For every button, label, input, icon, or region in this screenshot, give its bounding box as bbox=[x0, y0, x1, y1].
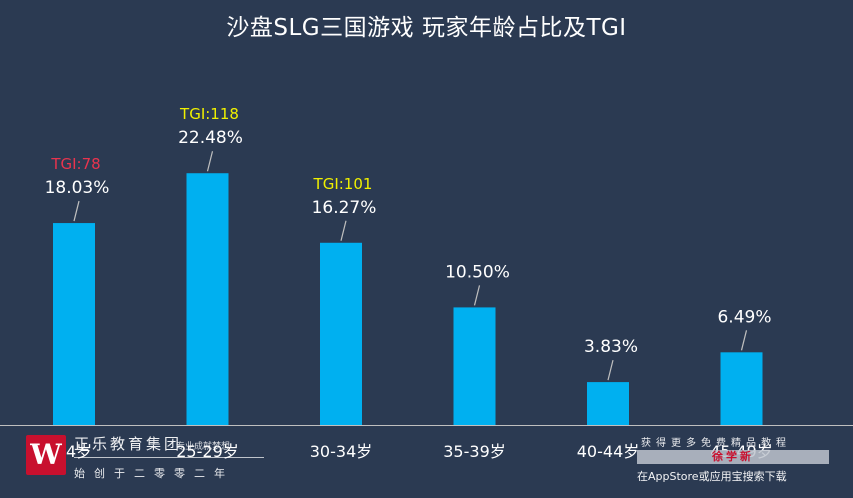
app-watermark-bottom: 在AppStore或应用宝搜索下载 bbox=[637, 470, 787, 483]
app-brand: 徐学新 bbox=[637, 450, 829, 464]
leader-line-3 bbox=[473, 285, 481, 306]
value-label-2: 16.27% bbox=[312, 198, 377, 218]
publisher-logo-icon: W bbox=[26, 435, 66, 475]
bar-0 bbox=[53, 223, 95, 425]
bar-4 bbox=[587, 382, 629, 425]
value-label-0: 18.03% bbox=[45, 178, 110, 198]
category-label-3: 35-39岁 bbox=[443, 442, 506, 461]
bar-2 bbox=[320, 242, 362, 425]
app-watermark-top: 获得更多免费精品教程 bbox=[641, 438, 791, 449]
value-label-4: 3.83% bbox=[584, 337, 638, 357]
bar-3 bbox=[453, 307, 496, 425]
value-label-1: 22.48% bbox=[178, 128, 243, 148]
publisher-slogan: 专业成就梦想 bbox=[176, 442, 231, 452]
value-label-5: 6.49% bbox=[717, 307, 771, 327]
publisher-name: 正乐教育集团 bbox=[74, 435, 183, 453]
publisher-watermark: W 正乐教育集团 专业成就梦想 始创于二零零二年 bbox=[26, 433, 266, 491]
leader-line-4 bbox=[607, 359, 614, 381]
bar-1 bbox=[186, 173, 229, 425]
leader-line-1 bbox=[206, 151, 214, 172]
tgi-label-0: TGI:78 bbox=[50, 155, 100, 173]
tgi-label-2: TGI:101 bbox=[313, 175, 373, 193]
value-label-3: 10.50% bbox=[445, 262, 510, 282]
publisher-since: 始创于二零零二年 bbox=[74, 467, 234, 480]
leader-line-5 bbox=[740, 330, 748, 351]
publisher-divider bbox=[74, 457, 264, 458]
chart-title: 沙盘SLG三国游戏 玩家年龄占比及TGI bbox=[226, 15, 627, 41]
category-label-4: 40-44岁 bbox=[577, 442, 640, 461]
app-watermark: 获得更多免费精品教程 徐学新 在AppStore或应用宝搜索下载 bbox=[637, 434, 837, 486]
leader-line-2 bbox=[340, 220, 347, 241]
leader-line-0 bbox=[73, 200, 80, 222]
category-label-2: 30-34岁 bbox=[310, 442, 373, 461]
bar-5 bbox=[720, 352, 763, 425]
tgi-label-1: TGI:118 bbox=[179, 105, 239, 123]
category-label-1: 25-29岁 bbox=[176, 442, 239, 461]
